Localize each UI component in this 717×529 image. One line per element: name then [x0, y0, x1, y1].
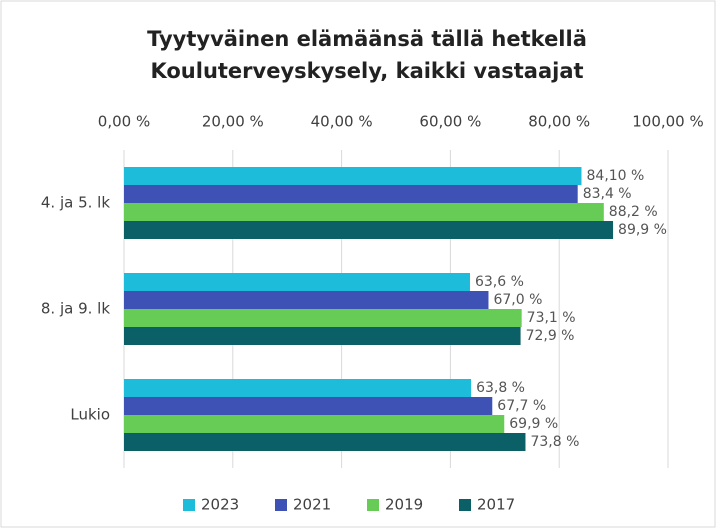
bar	[124, 273, 470, 291]
y-tick-label: 8. ja 9. lk	[41, 300, 110, 318]
x-tick-label: 100,00 %	[632, 113, 704, 131]
bar	[124, 327, 521, 345]
legend-swatch	[459, 499, 471, 511]
x-tick-label: 60,00 %	[419, 113, 481, 131]
data-label: 67,0 %	[493, 292, 542, 308]
bar	[124, 291, 489, 309]
legend-label: 2017	[477, 496, 515, 514]
bar	[124, 397, 493, 415]
bar	[124, 433, 526, 451]
legend-label: 2021	[293, 496, 331, 514]
data-label: 73,1 %	[527, 310, 576, 326]
legend-swatch	[367, 499, 379, 511]
x-tick-label: 0,00 %	[98, 113, 150, 131]
data-label: 63,8 %	[476, 380, 525, 396]
data-label: 84,10 %	[587, 168, 645, 184]
bar	[124, 185, 578, 203]
bar	[124, 309, 522, 327]
legend-swatch	[183, 499, 195, 511]
bar	[124, 221, 614, 239]
data-label: 89,9 %	[618, 222, 667, 238]
bar	[124, 167, 582, 185]
legend-label: 2023	[201, 496, 239, 514]
y-tick-label: 4. ja 5. lk	[41, 194, 110, 212]
data-label: 88,2 %	[609, 204, 658, 220]
data-label: 67,7 %	[497, 398, 546, 414]
data-label: 83,4 %	[583, 186, 632, 202]
data-label: 69,9 %	[509, 416, 558, 432]
x-tick-label: 40,00 %	[311, 113, 373, 131]
bar	[124, 415, 505, 433]
bar	[124, 379, 472, 397]
data-label: 73,8 %	[530, 434, 579, 450]
data-label: 63,6 %	[475, 274, 524, 290]
x-tick-label: 80,00 %	[528, 113, 590, 131]
chart-title: Tyytyväinen elämäänsä tällä hetkellä	[147, 27, 587, 51]
legend-swatch	[275, 499, 287, 511]
legend-label: 2019	[385, 496, 423, 514]
x-tick-label: 20,00 %	[202, 113, 264, 131]
bar	[124, 203, 604, 221]
chart-title: Kouluterveyskysely, kaikki vastaajat	[150, 59, 583, 83]
y-tick-label: Lukio	[70, 406, 110, 424]
data-label: 72,9 %	[526, 328, 575, 344]
